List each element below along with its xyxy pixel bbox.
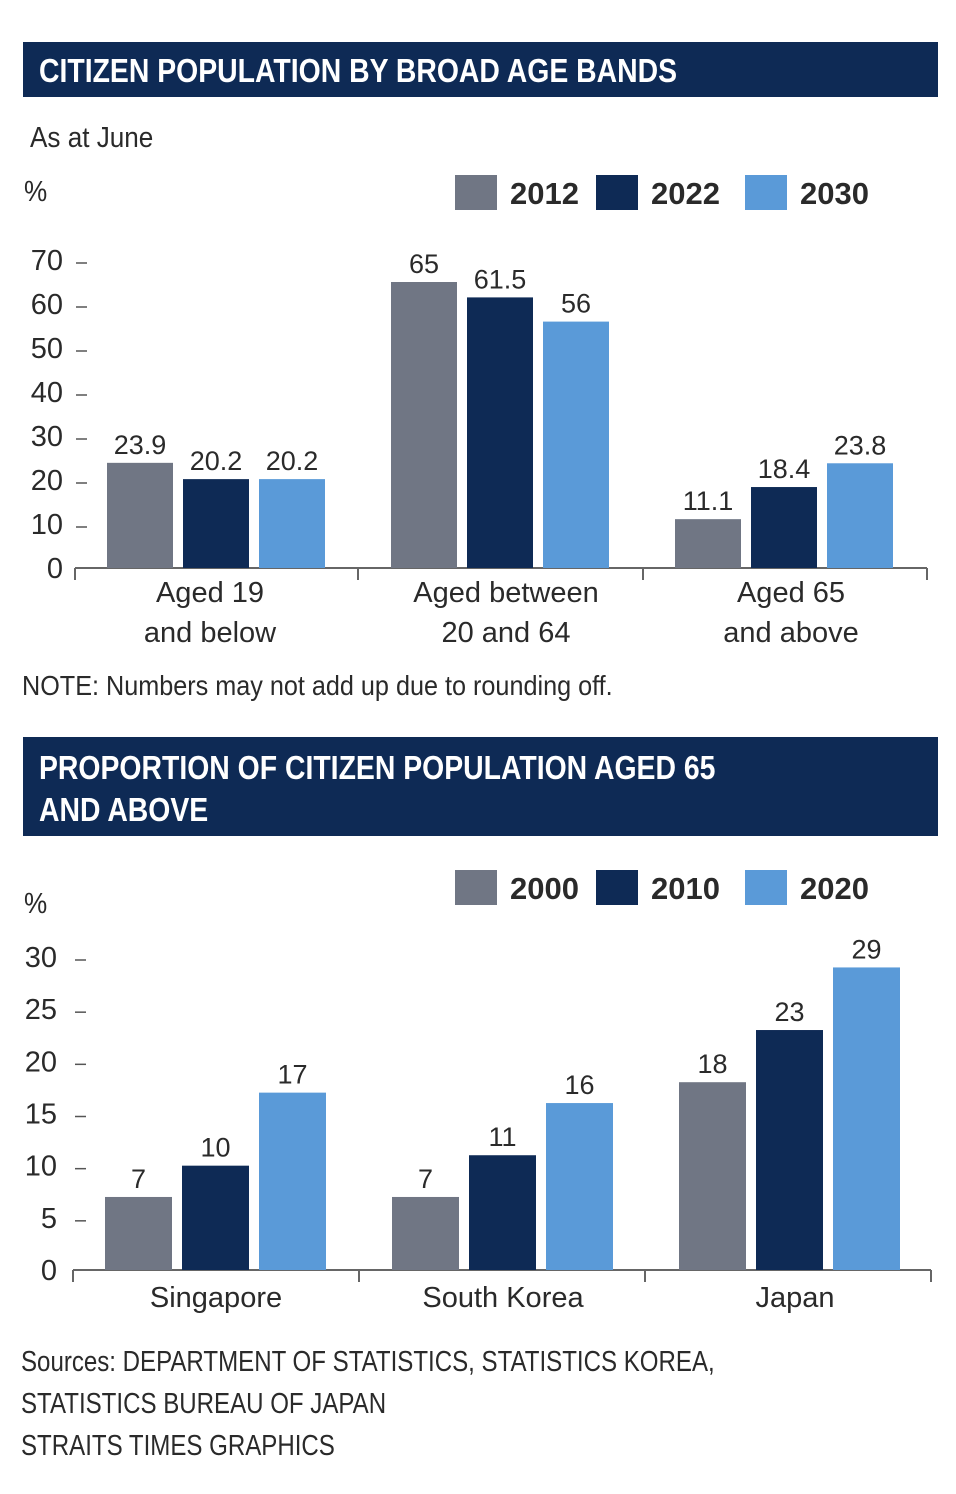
y-tick-label: 15 [25,1099,57,1131]
chart2-unit: % [24,888,48,920]
bar-2030-2 [827,463,893,568]
y-tick-label: 20 [31,465,63,497]
chart2-title-banner: PROPORTION OF CITIZEN POPULATION AGED 65… [23,737,938,836]
chart1-unit: % [24,176,48,208]
bar-2012-2 [675,519,741,568]
y-tick-label: 10 [31,509,63,541]
bar-2020-2 [833,967,900,1270]
y-tick-label: 40 [31,377,63,409]
y-tick-label: 60 [31,289,63,321]
bar-2022-0 [183,479,249,568]
y-tick-label: 0 [41,1255,57,1287]
data-label: 10 [200,1133,230,1163]
data-label: 18.4 [758,454,811,484]
data-label: 56 [561,289,591,319]
data-label: 11.1 [683,486,734,516]
data-label: 23.8 [834,430,887,460]
y-tick-label: 30 [31,421,63,453]
legend-label-2022: 2022 [651,176,720,211]
data-label: 17 [277,1060,307,1090]
chart1-subtitle: As at June [30,122,154,154]
category-label: Japan [755,1282,834,1314]
bar-2010-0 [182,1165,249,1270]
legend-swatch-2020 [745,870,787,905]
data-label: 18 [697,1049,727,1079]
chart1-title: CITIZEN POPULATION BY BROAD AGE BANDS [39,52,678,89]
bar-2030-0 [259,479,325,568]
bar-2000-2 [679,1082,746,1270]
bar-2012-1 [391,282,457,568]
bar-2012-0 [107,462,173,568]
bar-2030-1 [543,321,609,568]
data-label: 7 [131,1164,146,1194]
chart1-note: NOTE: Numbers may not add up due to roun… [22,670,613,701]
y-tick-label: 5 [41,1203,57,1235]
category-label: Aged 19 [156,577,264,609]
bar-2010-2 [756,1030,823,1270]
legend-label-2030: 2030 [800,176,869,211]
category-label: Aged 65 [737,577,845,609]
data-label: 11 [488,1122,516,1152]
bar-2000-1 [392,1196,459,1270]
data-label: 65 [409,249,439,279]
category-label: 20 and 64 [441,617,570,649]
bar-2020-1 [546,1103,613,1270]
bar-2010-1 [469,1155,536,1270]
data-label: 23 [774,997,804,1027]
chart1-title-banner: CITIZEN POPULATION BY BROAD AGE BANDS [23,42,938,97]
category-label: and below [144,617,277,649]
y-tick-label: 25 [25,994,57,1026]
y-tick-label: 10 [25,1151,57,1183]
legend-swatch-2000 [455,870,497,905]
y-tick-label: 30 [25,942,57,974]
data-label: 61.5 [474,264,527,294]
category-label: and above [723,617,858,649]
category-label: South Korea [422,1282,584,1314]
bar-2022-1 [467,297,533,568]
legend-label-2010: 2010 [651,871,720,906]
legend-swatch-2022 [596,175,638,210]
data-label: 20.2 [266,446,319,476]
sources-line1: Sources: DEPARTMENT OF STATISTICS, STATI… [21,1346,715,1378]
y-tick-label: 20 [25,1046,57,1078]
y-tick-label: 50 [31,333,63,365]
category-label: Aged between [413,577,598,609]
credit: STRAITS TIMES GRAPHICS [21,1430,335,1462]
legend-label-2012: 2012 [510,176,579,211]
legend-swatch-2030 [745,175,787,210]
data-label: 7 [418,1164,433,1194]
legend-swatch-2010 [596,870,638,905]
bar-2000-0 [105,1196,172,1270]
y-tick-label: 0 [47,553,63,585]
bar-2020-0 [259,1092,326,1270]
chart2-title-line2: AND ABOVE [39,791,209,828]
legend-label-2020: 2020 [800,871,869,906]
category-label: Singapore [150,1282,282,1314]
bar-2022-2 [751,487,817,568]
y-tick-label: 70 [31,245,63,277]
legend-swatch-2012 [455,175,497,210]
chart2-title-line1: PROPORTION OF CITIZEN POPULATION AGED 65 [39,749,716,786]
data-label: 23.9 [114,430,167,460]
data-label: 20.2 [190,446,243,476]
data-label: 16 [564,1070,594,1100]
sources-line2: STATISTICS BUREAU OF JAPAN [21,1388,387,1420]
data-label: 29 [851,934,881,964]
legend-label-2000: 2000 [510,871,579,906]
